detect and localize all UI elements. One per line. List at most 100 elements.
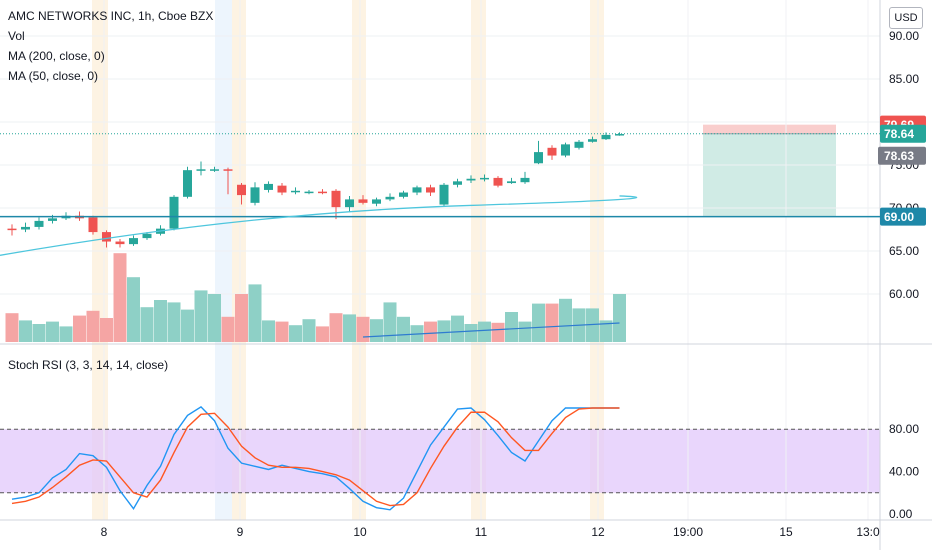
- candle: [615, 132, 624, 136]
- time-tick-label: 12: [591, 525, 605, 539]
- candle: [493, 176, 503, 188]
- candle: [183, 166, 192, 199]
- volume-bar: [505, 312, 518, 342]
- volume-bar: [275, 321, 289, 342]
- volume-bar: [316, 326, 329, 342]
- candle-body: [480, 177, 489, 180]
- badge-last-price: 78.64: [884, 127, 914, 141]
- volume-bar: [302, 319, 316, 342]
- candle-body: [588, 139, 597, 142]
- volume-bar: [545, 303, 559, 342]
- volume-bar: [140, 307, 154, 342]
- candle-body: [115, 241, 125, 245]
- volume-bar: [194, 290, 208, 342]
- volume-bar: [343, 314, 356, 342]
- candle: [453, 178, 462, 188]
- ma200-legend[interactable]: MA (200, close, 0): [8, 49, 105, 63]
- price-tick-label: 65.00: [889, 244, 919, 258]
- price-tick-label: 90.00: [889, 29, 919, 43]
- stoch-k-line: [11, 406, 620, 511]
- volume-bar: [86, 310, 100, 342]
- position-stop-zone: [703, 124, 836, 134]
- time-tick-label: 8: [101, 525, 108, 539]
- candle-body: [250, 187, 260, 203]
- volume-bar: [613, 294, 626, 342]
- volume-bar: [181, 309, 194, 342]
- candle-body: [453, 181, 462, 185]
- candle: [412, 185, 422, 196]
- candle: [520, 171, 530, 184]
- ma50-legend[interactable]: MA (50, close, 0): [8, 69, 99, 83]
- volume-bar: [73, 315, 86, 342]
- session-highlight-5: [590, 0, 604, 520]
- volume-bar: [221, 316, 235, 342]
- candle-body: [318, 191, 327, 194]
- volume-bar: [154, 300, 167, 342]
- stoch-tick-label: 80.00: [889, 422, 919, 436]
- symbol-title[interactable]: AMC NETWORKS INC, 1h, Cboe BZX: [8, 9, 214, 23]
- session-highlight-1: [215, 0, 232, 520]
- candle-body: [237, 184, 246, 196]
- time-tick-label: 13:0: [856, 525, 880, 539]
- stoch-rsi-legend[interactable]: Stoch RSI (3, 3, 14, 14, close): [8, 358, 169, 372]
- candle: [588, 136, 597, 143]
- candle-body: [210, 169, 219, 171]
- candle-body: [493, 177, 503, 186]
- volume-bar: [451, 315, 464, 342]
- candle-body: [345, 199, 354, 208]
- candle-body: [331, 190, 341, 208]
- candle: [115, 238, 125, 248]
- candle: [169, 195, 179, 231]
- candle: [291, 187, 300, 195]
- candle-body: [277, 185, 287, 193]
- volume-bar: [100, 318, 113, 342]
- time-tick-label: 19:00: [673, 525, 703, 539]
- volume-bar: [329, 313, 343, 342]
- volume-bar: [167, 302, 181, 342]
- volume-legend[interactable]: Vol: [8, 29, 25, 43]
- volume-bar: [370, 319, 383, 342]
- volume-bar: [383, 302, 397, 342]
- candle: [196, 161, 206, 176]
- candle: [277, 183, 287, 196]
- candle: [264, 181, 273, 193]
- candle-body: [520, 177, 530, 183]
- candle-body: [291, 190, 300, 193]
- candle-body: [142, 233, 152, 239]
- volume-bar: [478, 321, 491, 342]
- currency-button[interactable]: USD: [889, 7, 923, 29]
- candle-body: [223, 169, 233, 171]
- price-tick-label: 85.00: [889, 72, 919, 86]
- session-highlight-3: [352, 0, 366, 520]
- candle: [372, 197, 381, 207]
- candle: [237, 183, 246, 205]
- stoch-layer: [0, 406, 880, 511]
- badge-support: 69.00: [884, 210, 914, 224]
- badge-prev: 78.63: [884, 149, 914, 163]
- volume-bar: [599, 320, 613, 342]
- volume-bar: [356, 316, 370, 342]
- volume-bar: [5, 313, 19, 342]
- volume-bar: [262, 320, 275, 342]
- candle-body: [304, 191, 314, 194]
- candle-body: [466, 178, 476, 181]
- volume-bar: [208, 294, 221, 342]
- candle-body: [264, 183, 273, 190]
- candle: [426, 184, 435, 196]
- volume-bar: [559, 298, 572, 342]
- candle: [210, 166, 219, 172]
- candle: [399, 190, 408, 199]
- candle-body: [48, 218, 57, 221]
- background-layer: [0, 0, 880, 520]
- volume-bar: [586, 308, 599, 342]
- candle-body: [534, 152, 543, 164]
- volume-bar: [464, 324, 478, 342]
- candle: [34, 217, 44, 230]
- volume-bar: [397, 316, 410, 342]
- badge-last-price-bg: [880, 124, 926, 143]
- position-target-zone: [703, 133, 836, 217]
- candle-body: [439, 184, 449, 205]
- session-highlight-4: [471, 0, 486, 520]
- time-tick-label: 10: [353, 525, 367, 539]
